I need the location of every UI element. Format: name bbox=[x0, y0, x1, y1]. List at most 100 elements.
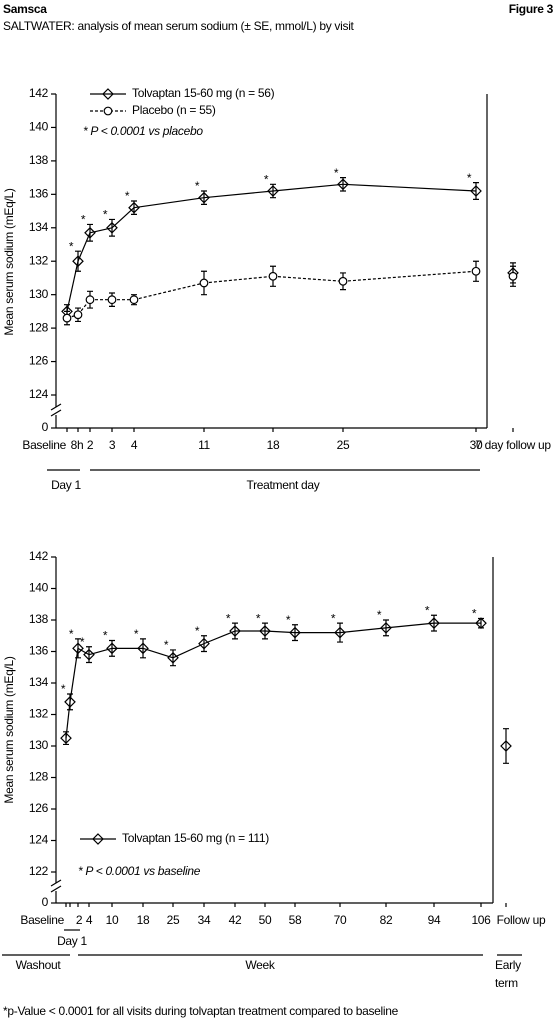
significance-marker: * bbox=[331, 611, 336, 625]
significance-marker: * bbox=[195, 624, 200, 638]
x-tick-label: 18 bbox=[267, 438, 280, 452]
series-line bbox=[385, 622, 435, 629]
x-tick-label: 25 bbox=[337, 438, 350, 452]
axis-break bbox=[50, 409, 62, 417]
significance-marker: * bbox=[195, 179, 200, 193]
series-line bbox=[342, 270, 477, 282]
data-point bbox=[338, 276, 348, 286]
group-label: Early bbox=[495, 958, 521, 972]
series-line bbox=[339, 627, 387, 634]
axis-break bbox=[50, 885, 62, 893]
y-tick-label: 136 bbox=[29, 644, 49, 658]
data-point bbox=[470, 185, 482, 197]
data-point bbox=[471, 266, 481, 276]
significance-marker: * bbox=[425, 603, 430, 617]
error-bar bbox=[140, 638, 146, 659]
series-line bbox=[133, 282, 205, 301]
y-tick-label: 126 bbox=[29, 801, 49, 815]
y-tick-label: 130 bbox=[29, 738, 49, 752]
x-tick-label: Follow up bbox=[497, 913, 546, 927]
data-point bbox=[380, 622, 392, 634]
data-point bbox=[198, 637, 210, 650]
data-point bbox=[128, 201, 140, 214]
series-line bbox=[203, 630, 236, 645]
significance-marker: * bbox=[264, 172, 269, 186]
data-point bbox=[334, 626, 346, 639]
series-line bbox=[133, 197, 205, 209]
axis-break bbox=[50, 403, 62, 411]
group-label: Washout bbox=[16, 958, 62, 972]
annotation: * P < 0.0001 vs placebo bbox=[83, 124, 203, 138]
x-tick-label: 34 bbox=[198, 913, 211, 927]
series-line bbox=[111, 207, 135, 229]
data-point bbox=[60, 732, 72, 744]
data-point bbox=[129, 295, 139, 305]
series-line bbox=[203, 190, 274, 199]
data-point bbox=[167, 651, 179, 664]
series-line bbox=[66, 261, 79, 312]
data-point bbox=[475, 617, 487, 629]
legend-label: Placebo (n = 55) bbox=[132, 103, 216, 117]
data-point bbox=[289, 626, 301, 639]
y-origin-label: 0 bbox=[42, 895, 49, 909]
x-tick-label: 3 bbox=[109, 438, 116, 452]
series-line bbox=[203, 275, 274, 284]
legend-marker bbox=[103, 106, 113, 116]
legend-label: Tolvaptan 15-60 mg (n = 111) bbox=[122, 831, 269, 845]
y-tick-label: 140 bbox=[29, 581, 49, 595]
error-bar bbox=[75, 638, 81, 659]
x-tick-label: 58 bbox=[289, 913, 302, 927]
significance-marker: * bbox=[164, 638, 169, 652]
y-tick-label: 130 bbox=[29, 287, 49, 301]
y-axis-title: Mean serum sodium (mEq/L) bbox=[2, 656, 16, 804]
y-tick-label: 142 bbox=[29, 549, 49, 563]
x-tick-label: 18 bbox=[137, 913, 150, 927]
series-line bbox=[272, 183, 344, 192]
x-tick-label: 25 bbox=[167, 913, 180, 927]
x-tick-label: 2 bbox=[87, 438, 94, 452]
data-point bbox=[199, 278, 209, 288]
page-title: Samsca bbox=[3, 2, 47, 16]
x-tick-label: 106 bbox=[471, 913, 491, 927]
data-point bbox=[85, 295, 95, 305]
y-tick-label: 124 bbox=[29, 833, 49, 847]
group-label: Day 1 bbox=[51, 478, 81, 492]
series-line bbox=[142, 647, 174, 659]
x-tick-label: 4 bbox=[131, 438, 138, 452]
y-tick-label: 140 bbox=[29, 120, 49, 134]
data-point bbox=[508, 271, 518, 281]
data-point bbox=[106, 642, 118, 655]
y-tick-label: 128 bbox=[29, 770, 49, 784]
x-tick-label: 10 bbox=[106, 913, 119, 927]
significance-marker: * bbox=[472, 607, 477, 621]
x-tick-label: 4 bbox=[86, 913, 93, 927]
significance-marker: * bbox=[134, 627, 139, 641]
group-label: term bbox=[495, 976, 518, 990]
data-point bbox=[428, 617, 440, 629]
data-point bbox=[73, 310, 83, 320]
significance-marker: * bbox=[69, 627, 74, 641]
y-axis-title: Mean serum sodium (mEq/L) bbox=[2, 188, 16, 336]
legend-label: Tolvaptan 15-60 mg (n = 56) bbox=[132, 86, 275, 100]
y-tick-label: 132 bbox=[29, 707, 49, 721]
y-tick-label: 134 bbox=[29, 220, 49, 234]
x-tick-label: 42 bbox=[229, 913, 242, 927]
significance-marker: * bbox=[69, 239, 74, 253]
series-line bbox=[272, 275, 344, 282]
x-tick-label: 2 bbox=[76, 913, 83, 927]
x-tick-label: 50 bbox=[259, 913, 272, 927]
error-bar bbox=[503, 728, 509, 764]
x-tick-label: Baseline bbox=[22, 438, 66, 452]
significance-marker: * bbox=[334, 166, 339, 180]
data-point bbox=[198, 191, 210, 204]
error-bar bbox=[337, 622, 343, 643]
y-tick-label: 138 bbox=[29, 612, 49, 626]
group-label: Treatment day bbox=[246, 478, 319, 492]
error-bar bbox=[75, 250, 81, 272]
data-point bbox=[84, 226, 96, 239]
series-line bbox=[172, 643, 205, 659]
series-line bbox=[342, 183, 477, 192]
data-point bbox=[62, 313, 72, 323]
data-point bbox=[500, 740, 512, 752]
